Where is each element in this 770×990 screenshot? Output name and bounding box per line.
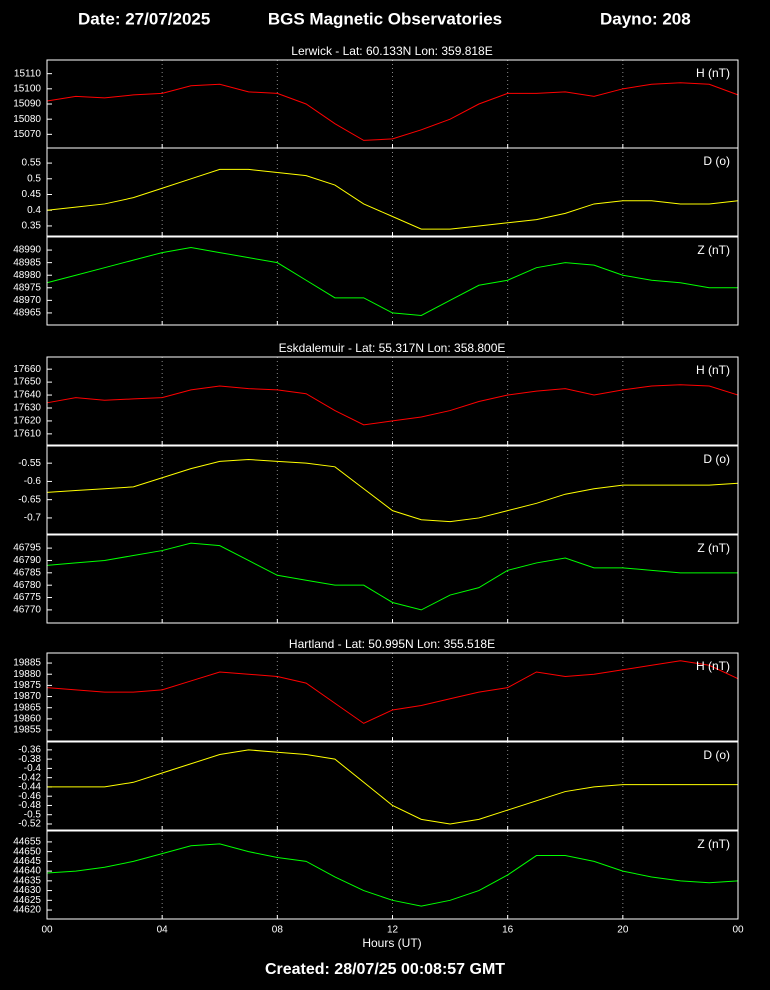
y-tick-label: 19860 xyxy=(13,714,41,725)
series-label: Z (nT) xyxy=(697,837,730,851)
y-tick-label: -0.4 xyxy=(24,763,42,774)
y-tick-label: -0.7 xyxy=(24,513,42,524)
y-tick-label: 15080 xyxy=(13,114,41,125)
y-tick-label: 44645 xyxy=(13,856,41,867)
y-tick-label: 48980 xyxy=(13,270,41,281)
series-line xyxy=(46,82,739,141)
y-tick-label: 48965 xyxy=(13,308,41,319)
series-line xyxy=(46,660,739,724)
y-tick-label: 46795 xyxy=(13,543,41,554)
y-tick-label: 48970 xyxy=(13,295,41,306)
series-label: Z (nT) xyxy=(697,541,730,555)
y-tick-label: 19870 xyxy=(13,691,41,702)
header-title: BGS Magnetic Observatories xyxy=(268,9,502,28)
x-tick-label: 20 xyxy=(617,925,629,936)
y-tick-label: 46780 xyxy=(13,580,41,591)
station-title: Eskdalemuir - Lat: 55.317N Lon: 358.800E xyxy=(279,341,506,355)
panel-frame xyxy=(46,830,739,920)
y-tick-label: 44640 xyxy=(13,866,41,877)
series-line xyxy=(46,542,738,611)
y-tick-label: -0.38 xyxy=(18,754,41,765)
y-tick-label: 17610 xyxy=(13,429,41,440)
x-tick-label: 00 xyxy=(732,925,744,936)
y-tick-label: -0.48 xyxy=(18,800,41,811)
series-label: D (o) xyxy=(703,748,730,762)
series-line xyxy=(46,247,738,316)
series-line xyxy=(46,168,739,230)
y-tick-label: 17660 xyxy=(13,364,41,375)
y-tick-label: 17650 xyxy=(13,377,41,388)
y-tick-label: 15110 xyxy=(14,68,42,79)
y-tick-label: -0.5 xyxy=(24,809,42,820)
y-tick-label: 46785 xyxy=(13,567,41,578)
series-label: H (nT) xyxy=(696,659,730,673)
y-tick-label: -0.52 xyxy=(18,819,41,830)
y-tick-label: 48975 xyxy=(13,282,41,293)
y-tick-label: 44625 xyxy=(13,895,41,906)
x-tick-label: 16 xyxy=(502,925,514,936)
y-tick-label: 48990 xyxy=(13,245,41,256)
series-line xyxy=(46,384,739,426)
series-label: H (nT) xyxy=(696,363,730,377)
y-tick-label: -0.46 xyxy=(18,791,41,802)
panel-frame xyxy=(46,534,739,624)
y-tick-label: 44650 xyxy=(13,846,41,857)
y-tick-label: 0.4 xyxy=(27,205,41,216)
y-tick-label: -0.6 xyxy=(24,476,42,487)
y-tick-label: 19865 xyxy=(13,702,41,713)
x-axis-label: Hours (UT) xyxy=(362,936,421,950)
y-tick-label: 46775 xyxy=(13,592,41,603)
series-label: Z (nT) xyxy=(697,243,730,257)
series-line xyxy=(46,843,739,907)
panel-frame xyxy=(46,236,739,326)
y-tick-label: -0.55 xyxy=(18,458,41,469)
y-tick-label: 19875 xyxy=(13,680,41,691)
y-tick-label: 46790 xyxy=(13,555,41,566)
y-tick-label: 19880 xyxy=(13,669,41,680)
x-tick-label: 00 xyxy=(41,925,53,936)
y-tick-label: 19855 xyxy=(13,725,41,736)
y-tick-label: 15070 xyxy=(13,129,41,140)
panel-frame xyxy=(46,445,739,535)
panel-frame xyxy=(46,356,739,446)
y-tick-label: -0.44 xyxy=(18,782,41,793)
y-tick-label: 0.55 xyxy=(22,158,42,169)
y-tick-label: 48985 xyxy=(13,257,41,268)
x-tick-label: 12 xyxy=(387,925,399,936)
y-tick-label: -0.36 xyxy=(18,745,41,756)
y-tick-label: 0.35 xyxy=(22,221,42,232)
series-line xyxy=(46,459,739,523)
panel-frame xyxy=(46,147,739,237)
x-tick-label: 08 xyxy=(272,925,284,936)
y-tick-label: 44655 xyxy=(13,837,41,848)
series-label: D (o) xyxy=(703,452,730,466)
y-tick-label: 0.45 xyxy=(22,189,42,200)
y-tick-label: 0.5 xyxy=(27,173,41,184)
series-label: H (nT) xyxy=(696,66,730,80)
y-tick-label: -0.65 xyxy=(18,494,41,505)
station-title: Lerwick - Lat: 60.133N Lon: 359.818E xyxy=(291,44,492,58)
y-tick-label: 15100 xyxy=(13,83,41,94)
y-tick-label: 17640 xyxy=(13,390,41,401)
y-tick-label: 19885 xyxy=(13,658,41,669)
y-tick-label: -0.42 xyxy=(18,772,41,783)
y-tick-label: 17620 xyxy=(13,416,41,427)
y-tick-label: 46770 xyxy=(13,605,41,616)
header-dayno: Dayno: 208 xyxy=(600,9,691,28)
y-tick-label: 15090 xyxy=(13,99,41,110)
y-tick-label: 44635 xyxy=(13,875,41,886)
series-label: D (o) xyxy=(703,154,730,168)
y-tick-label: 44620 xyxy=(13,905,41,916)
panel-frame xyxy=(46,652,739,742)
y-tick-label: 17630 xyxy=(13,403,41,414)
header-date: Date: 27/07/2025 xyxy=(78,9,210,28)
station-title: Hartland - Lat: 50.995N Lon: 355.518E xyxy=(289,637,495,651)
series-line xyxy=(47,749,738,825)
footer: Created: 28/07/25 00:08:57 GMT xyxy=(265,961,505,978)
x-tick-label: 04 xyxy=(157,925,169,936)
y-tick-label: 44630 xyxy=(13,885,41,896)
panel-frame xyxy=(46,741,739,831)
